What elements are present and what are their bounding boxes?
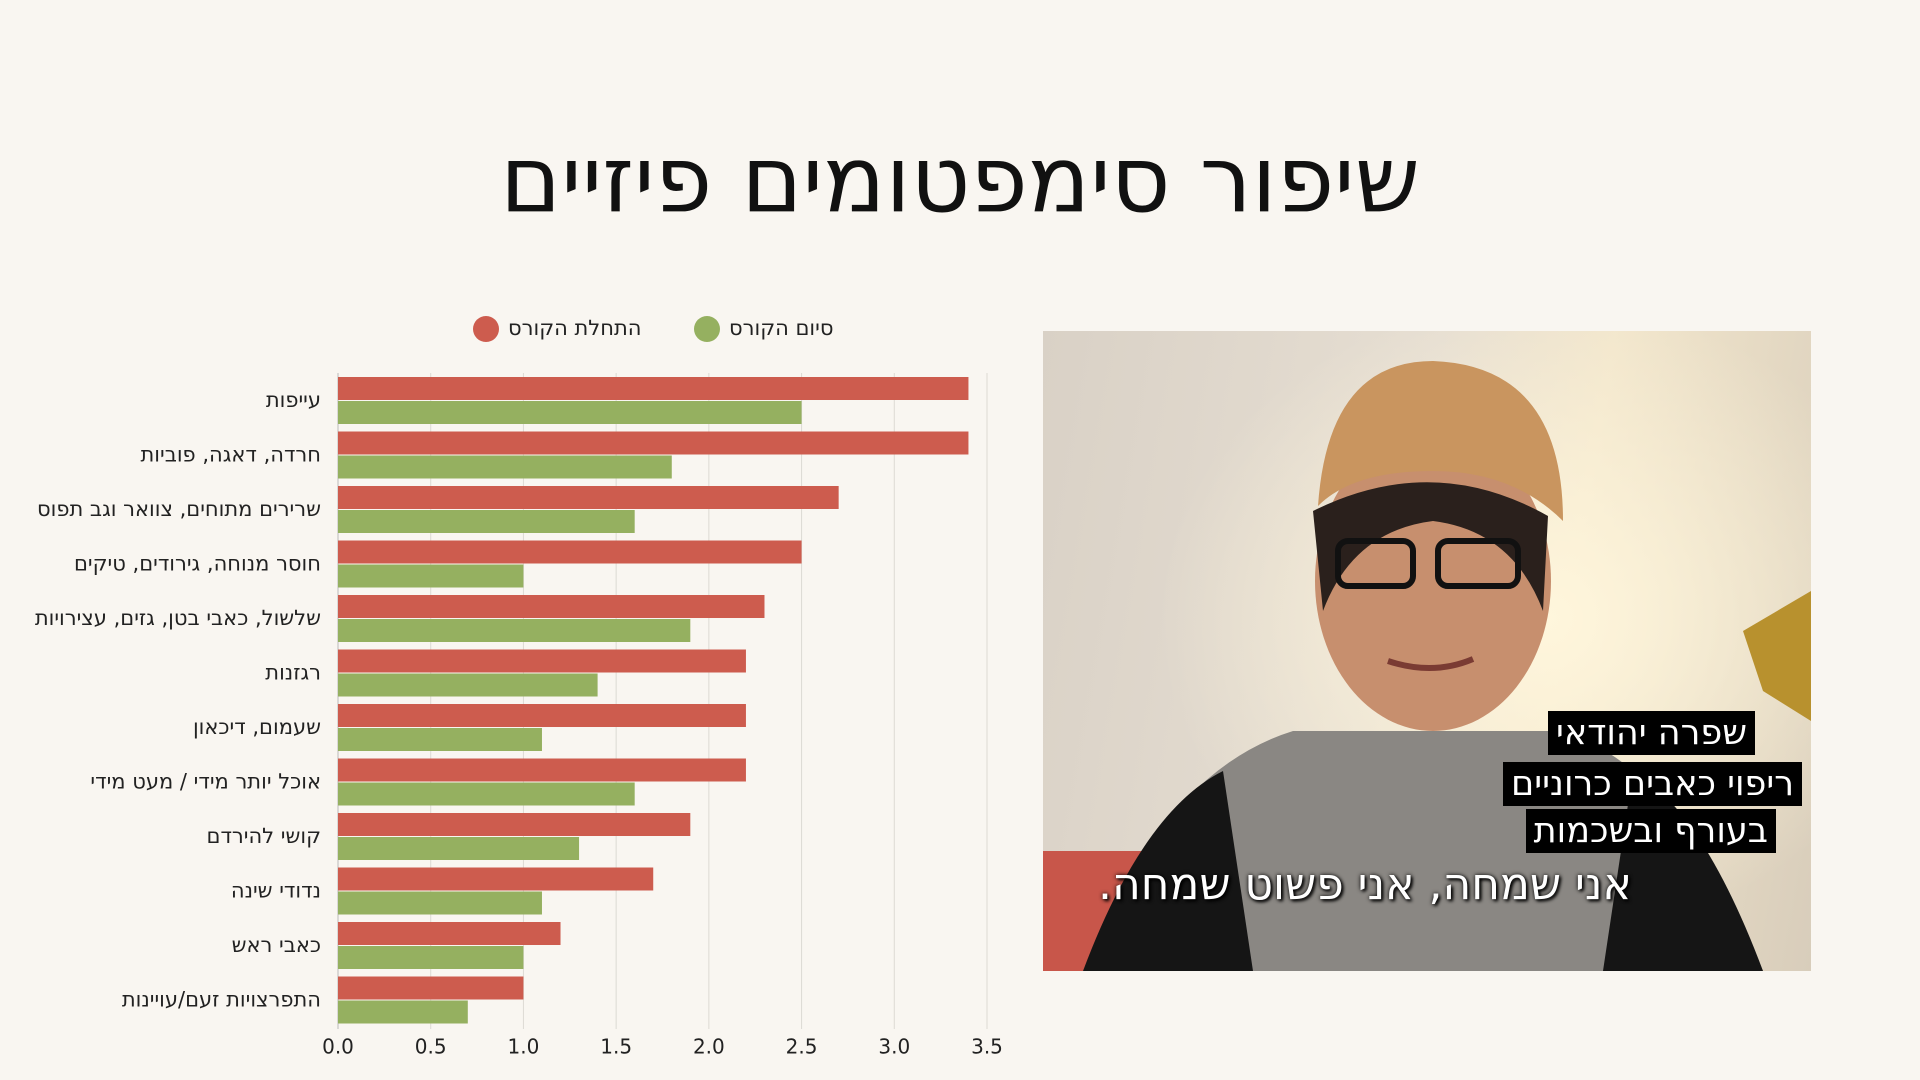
x-tick-label: 3.0 <box>878 1035 910 1059</box>
bar <box>338 431 969 455</box>
bar <box>338 813 691 836</box>
y-tick-label: קושי להירדם <box>207 824 321 848</box>
bar <box>338 455 672 479</box>
bar <box>338 1000 468 1024</box>
y-tick-label: רגזנות <box>265 661 321 685</box>
x-tick-label: 1.0 <box>508 1035 540 1059</box>
bar <box>338 976 524 1000</box>
video-frame: שפרה יהודאי ריפוי כאבים כרוניים בעורף וב… <box>1043 331 1811 971</box>
caption: בעורף ובשכמות <box>1525 809 1776 853</box>
bar <box>338 758 746 782</box>
bar <box>338 564 524 588</box>
bar <box>338 891 542 915</box>
y-tick-label: שלשול, כאבי בטן, גזים, עצירויות <box>35 606 321 630</box>
x-tick-label: 2.5 <box>786 1035 818 1059</box>
bar <box>338 673 598 697</box>
bar <box>338 377 969 400</box>
bar <box>338 649 746 673</box>
bar <box>338 540 802 564</box>
x-tick-label: 0.0 <box>322 1035 354 1059</box>
y-tick-label: חוסר מנוחה, גירודים, טיקים <box>74 552 321 576</box>
legend-label: סיום הקורס <box>729 316 833 340</box>
y-tick-label: עייפות <box>266 388 321 412</box>
y-tick-label: שעמום, דיכאון <box>193 715 321 739</box>
legend-swatch <box>473 316 499 342</box>
bar <box>338 595 765 618</box>
legend-label: התחלת הקורס <box>508 316 641 340</box>
bar <box>338 922 561 945</box>
bar <box>338 486 839 509</box>
y-tick-label: שרירים מתוחים, צוואר וגב תפוס <box>37 497 321 521</box>
x-tick-label: 2.0 <box>693 1035 725 1059</box>
chart-title: שיפור סימפטומים פיזיים <box>500 126 1420 233</box>
x-tick-label: 3.5 <box>971 1035 1003 1059</box>
bar <box>338 510 635 533</box>
subtitle: אני שמחה, אני פשוט שמחה. <box>1098 859 1632 910</box>
y-tick-label: חרדה, דאגה, פוביות <box>140 443 321 467</box>
x-tick-label: 0.5 <box>415 1035 447 1059</box>
caption: שפרה יהודאי <box>1548 711 1755 755</box>
caption: ריפוי כאבים כרוניים <box>1503 762 1802 806</box>
bar <box>338 867 654 891</box>
bar <box>338 837 580 860</box>
y-tick-label: כאבי ראש <box>232 933 321 957</box>
legend-swatch <box>694 316 720 342</box>
photo-art <box>1043 331 1811 971</box>
y-tick-label: נדודי שינה <box>231 879 321 903</box>
bar <box>338 401 802 424</box>
y-tick-label: אוכל יותר מידי / מעט מידי <box>90 770 321 794</box>
x-tick-label: 1.5 <box>600 1035 632 1059</box>
bar <box>338 728 542 751</box>
bar <box>338 946 524 969</box>
bar <box>338 619 691 642</box>
bar <box>338 782 635 806</box>
bar <box>338 704 746 727</box>
y-tick-label: התפרצויות זעם/עויינות <box>122 988 321 1012</box>
